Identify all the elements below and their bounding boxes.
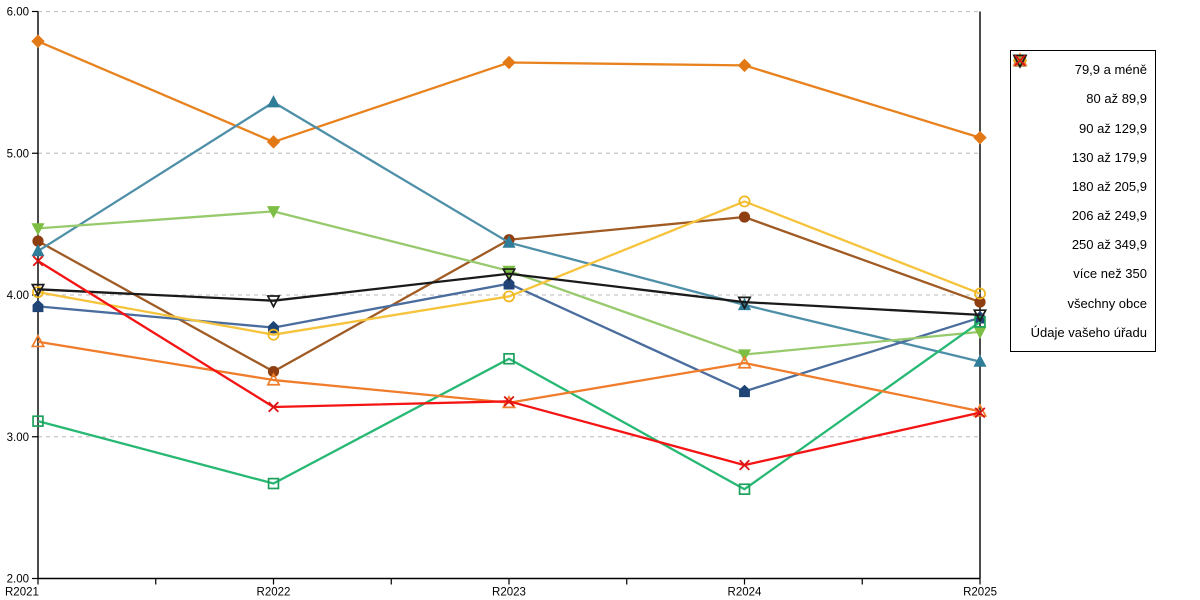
series-3: [31, 95, 987, 367]
triangle-up-icon: [266, 95, 281, 108]
y-axis-tick-label: 2.00: [7, 574, 29, 586]
triangle-down-icon: [31, 223, 45, 236]
x-icon: [32, 255, 44, 267]
triangle-up-icon: [737, 355, 752, 369]
square-icon: [974, 316, 986, 328]
y-axis-tick-label: 3.00: [7, 432, 29, 444]
triangle-up-icon: [266, 372, 281, 386]
circle-icon: [32, 286, 44, 299]
diamond-icon: [266, 135, 281, 149]
pentagon-icon: [503, 276, 515, 290]
triangle-down-icon: [737, 296, 752, 310]
circle-icon: [503, 290, 515, 303]
series-8: [30, 333, 988, 417]
square-icon: [503, 353, 515, 365]
y-axis-tick-label: 5.00: [7, 148, 29, 160]
circle-icon: [738, 211, 751, 223]
series-line: [37, 282, 981, 393]
legend-label: 80 až 89,9: [1086, 91, 1147, 107]
gridlines: [38, 10, 980, 438]
diamond-icon: [973, 130, 987, 145]
legend-item-2: 80 až 89,9: [1011, 54, 1155, 113]
series-9: [30, 268, 988, 323]
legend-marker: [1014, 54, 1026, 67]
x-axis-tick-label: R2021: [5, 587, 39, 599]
circle-icon: [974, 296, 986, 308]
triangle-up-icon: [31, 243, 45, 257]
legend-item-3: 90 až 129,9: [1011, 53, 1155, 142]
x-icon: [1014, 54, 1026, 67]
series-line: [37, 200, 981, 336]
circle-icon: [267, 365, 280, 378]
y-axis-tick-label: 4.00: [7, 290, 29, 302]
triangle-up-icon: [973, 354, 987, 367]
x-axis-tick-label: R2024: [728, 587, 762, 599]
circle-icon: [974, 287, 986, 300]
legend-label: více než 350: [1073, 266, 1147, 282]
legend-item-8: více než 350: [1011, 52, 1155, 288]
x-icon: [974, 407, 986, 419]
triangle-up-icon: [502, 235, 516, 248]
legend-item-9: všechny obce: [1011, 54, 1155, 318]
pentagon-icon: [32, 299, 44, 313]
legend-label: 130 až 179,9: [1071, 149, 1147, 165]
series-line: [37, 320, 981, 491]
series-1: [31, 34, 987, 149]
legend: 79,9 a méně 80 až 89,9 90 až 129,9 130 až 1…: [1010, 50, 1156, 352]
triangle-down-icon: [1012, 54, 1028, 69]
legend-item-6: 206 až 249,9: [1011, 54, 1155, 230]
triangle-down-icon: [266, 295, 281, 309]
diamond-icon: [31, 34, 45, 48]
legend-label: 79,9 a méně: [1074, 62, 1147, 78]
triangle-up-icon: [30, 333, 46, 348]
series-6: [32, 316, 986, 495]
series-10: [32, 255, 986, 471]
legend-label: všechny obce: [1067, 295, 1148, 311]
square-icon: [32, 415, 44, 427]
series-7: [32, 195, 986, 341]
triangle-down-icon: [30, 283, 46, 298]
diamond-icon: [737, 58, 752, 73]
legend-label: Údaje vašeho úřadu: [1030, 324, 1147, 340]
legend-label: 90 až 129,9: [1079, 120, 1147, 136]
x-axis-tick-label: R2025: [963, 587, 997, 599]
diamond-icon: [502, 55, 516, 70]
square-icon: [267, 477, 280, 490]
series-line: [37, 340, 981, 413]
triangle-down-icon: [972, 309, 988, 323]
legend-label: 180 až 205,9: [1071, 178, 1147, 194]
square-icon: [738, 483, 751, 495]
triangle-down-icon: [266, 206, 281, 219]
triangle-down-icon: [737, 349, 752, 362]
triangle-down-icon: [501, 268, 517, 282]
x-icon: [268, 401, 279, 413]
legend-item-7: 250 až 349,9: [1011, 54, 1155, 259]
y-axis-tick-label: 6.00: [7, 7, 29, 19]
x-icon: [503, 395, 515, 407]
legend-label: 206 až 249,9: [1071, 208, 1147, 224]
legend-marker: [1012, 54, 1028, 69]
x-icon: [739, 459, 750, 471]
x-axis-tick-label: R2023: [492, 587, 526, 599]
series-line: [37, 101, 981, 363]
x-axis-tick-label: R2022: [257, 587, 291, 599]
legend-item-10: Údaje vašeho úřadu: [1011, 54, 1155, 347]
pentagon-icon: [739, 384, 750, 398]
legend-item-1: 79,9 a méně: [1011, 53, 1155, 84]
legend-item-4: 130 až 179,9: [1011, 53, 1155, 172]
legend-item-5: 180 až 205,9: [1011, 55, 1155, 201]
circle-icon: [267, 328, 280, 341]
legend-label: 250 až 349,9: [1071, 237, 1147, 253]
circle-icon: [738, 195, 751, 208]
series-line: [37, 272, 981, 316]
